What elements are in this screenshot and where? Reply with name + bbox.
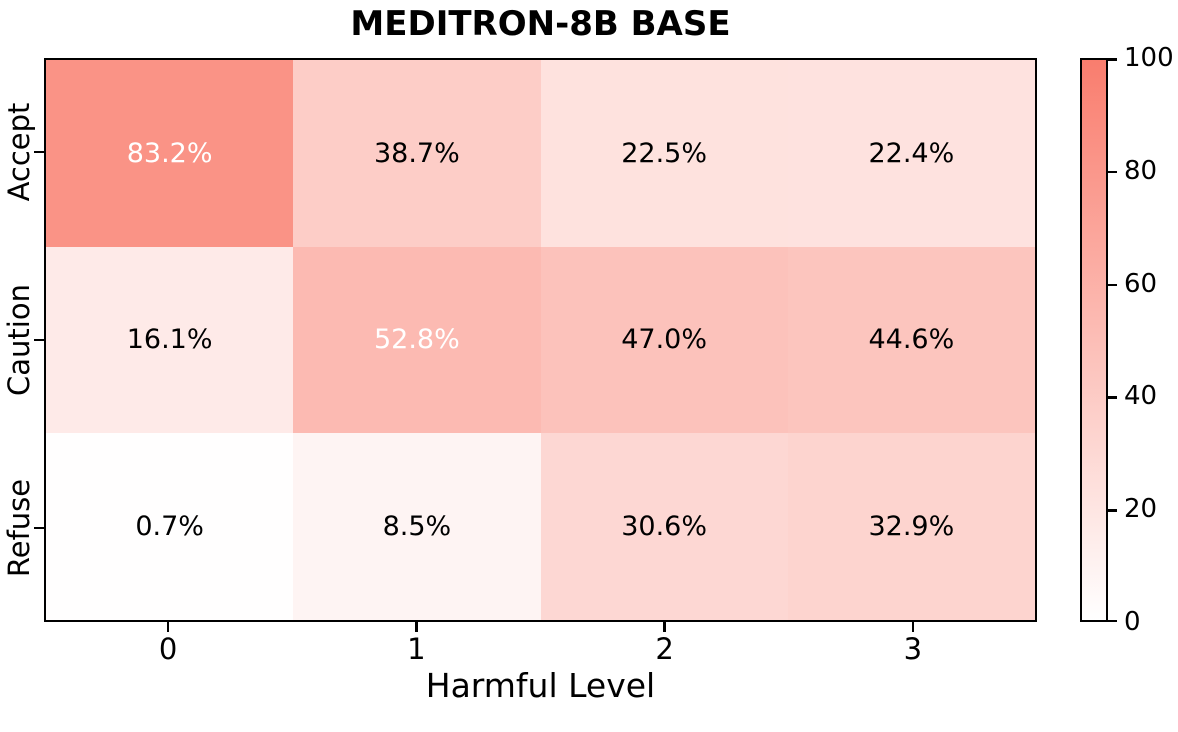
y-tick-mark xyxy=(34,150,44,154)
chart-title: MEDITRON-8B BASE xyxy=(350,4,731,44)
x-tick-mark xyxy=(166,622,170,632)
heatmap-cell-label: 16.1% xyxy=(126,324,213,356)
heatmap-cell: 8.5% xyxy=(293,433,541,620)
x-tick-label: 2 xyxy=(655,632,674,666)
colorbar-tick-label: 0 xyxy=(1124,607,1141,637)
y-tick-mark xyxy=(34,338,44,342)
x-tick-mark xyxy=(663,622,666,632)
colorbar-tick-mark xyxy=(1108,58,1117,61)
colorbar-tick-label: 20 xyxy=(1124,494,1158,525)
colorbar-tick-mark xyxy=(1108,619,1117,622)
colorbar-tick-label: 40 xyxy=(1124,381,1158,412)
colorbar-tick-mark xyxy=(1108,396,1117,399)
heatmap-cell-label: 30.6% xyxy=(621,511,708,543)
heatmap-cell-label: 52.8% xyxy=(373,324,460,356)
heatmap-cell-label: 83.2% xyxy=(126,137,213,169)
x-tick-label: 0 xyxy=(158,632,178,666)
colorbar-tick-label: 100 xyxy=(1124,43,1174,73)
heatmap-cell-label: 0.7% xyxy=(135,511,204,543)
colorbar-tick-label: 60 xyxy=(1124,268,1158,299)
heatmap-cell-label: 22.5% xyxy=(621,137,708,169)
y-tick-label: Caution xyxy=(2,284,36,396)
x-tick-mark xyxy=(911,622,915,632)
heatmap-cell: 30.6% xyxy=(540,433,788,620)
x-tick-label: 3 xyxy=(903,632,923,666)
heatmap-cell: 83.2% xyxy=(46,60,294,247)
heatmap-cell: 32.9% xyxy=(787,433,1035,620)
y-tick-label: Refuse xyxy=(2,478,36,578)
heatmap-cell-label: 8.5% xyxy=(382,511,452,543)
x-tick-label: 1 xyxy=(407,632,426,666)
colorbar-tick-mark xyxy=(1108,509,1117,512)
heatmap-cell: 47.0% xyxy=(540,246,788,434)
heatmap-cell-label: 47.0% xyxy=(621,324,708,356)
heatmap-cell: 22.5% xyxy=(540,60,788,247)
heatmap: 83.2% 38.7% 22.5% 22.4% 16.1% 52.8% 47.0% 44.6%… xyxy=(44,58,1037,622)
x-axis-label: Harmful Level xyxy=(425,666,656,705)
y-tick-label: Accept xyxy=(2,102,36,202)
heatmap-cell: 44.6% xyxy=(787,246,1035,434)
heatmap-cell-label: 22.4% xyxy=(868,137,955,169)
x-tick-mark xyxy=(415,622,418,632)
heatmap-cell-label: 32.9% xyxy=(868,511,955,543)
y-tick-mark xyxy=(34,526,44,530)
heatmap-cell: 52.8% xyxy=(293,246,541,434)
heatmap-cell-label: 38.7% xyxy=(373,137,460,169)
colorbar xyxy=(1080,58,1108,622)
heatmap-cell: 16.1% xyxy=(46,246,294,434)
heatmap-cell-label: 44.6% xyxy=(868,324,955,356)
colorbar-tick-mark xyxy=(1108,283,1117,287)
colorbar-tick-mark xyxy=(1108,170,1117,174)
heatmap-cell: 0.7% xyxy=(46,433,294,620)
heatmap-cell: 22.4% xyxy=(787,60,1035,247)
heatmap-cell: 38.7% xyxy=(293,60,541,247)
colorbar-tick-label: 80 xyxy=(1124,155,1158,186)
